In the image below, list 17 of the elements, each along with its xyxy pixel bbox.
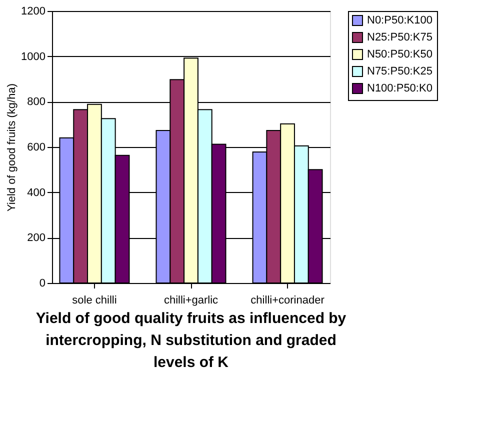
y-tick-label: 400	[27, 186, 46, 199]
x-tick-label: chilli+corinader	[250, 294, 325, 306]
x-tick-label: chilli+garlic	[164, 294, 219, 306]
legend-label: N0:P50:K100	[367, 14, 432, 26]
legend-label: N50:P50:K50	[367, 48, 432, 60]
y-tick-label: 800	[27, 96, 46, 108]
y-axis-title: Yield of good fruits (kg/ha)	[6, 84, 18, 212]
legend-label: N100:P50:K0	[367, 82, 432, 94]
y-tick-label: 600	[27, 142, 46, 154]
legend-label: N75:P50:K25	[367, 66, 432, 78]
x-tick-label: sole chilli	[72, 294, 117, 306]
y-tick-label: 1000	[21, 50, 46, 63]
y-tick-label: 0	[39, 278, 46, 290]
text: Yield of good quality fruits as influenced by intercropping, N substitution and graded levels of K	[36, 310, 347, 371]
y-tick-label: 1200	[21, 6, 46, 18]
legend-label: N25:P50:K75	[367, 32, 432, 44]
y-tick-label: 200	[27, 232, 46, 244]
